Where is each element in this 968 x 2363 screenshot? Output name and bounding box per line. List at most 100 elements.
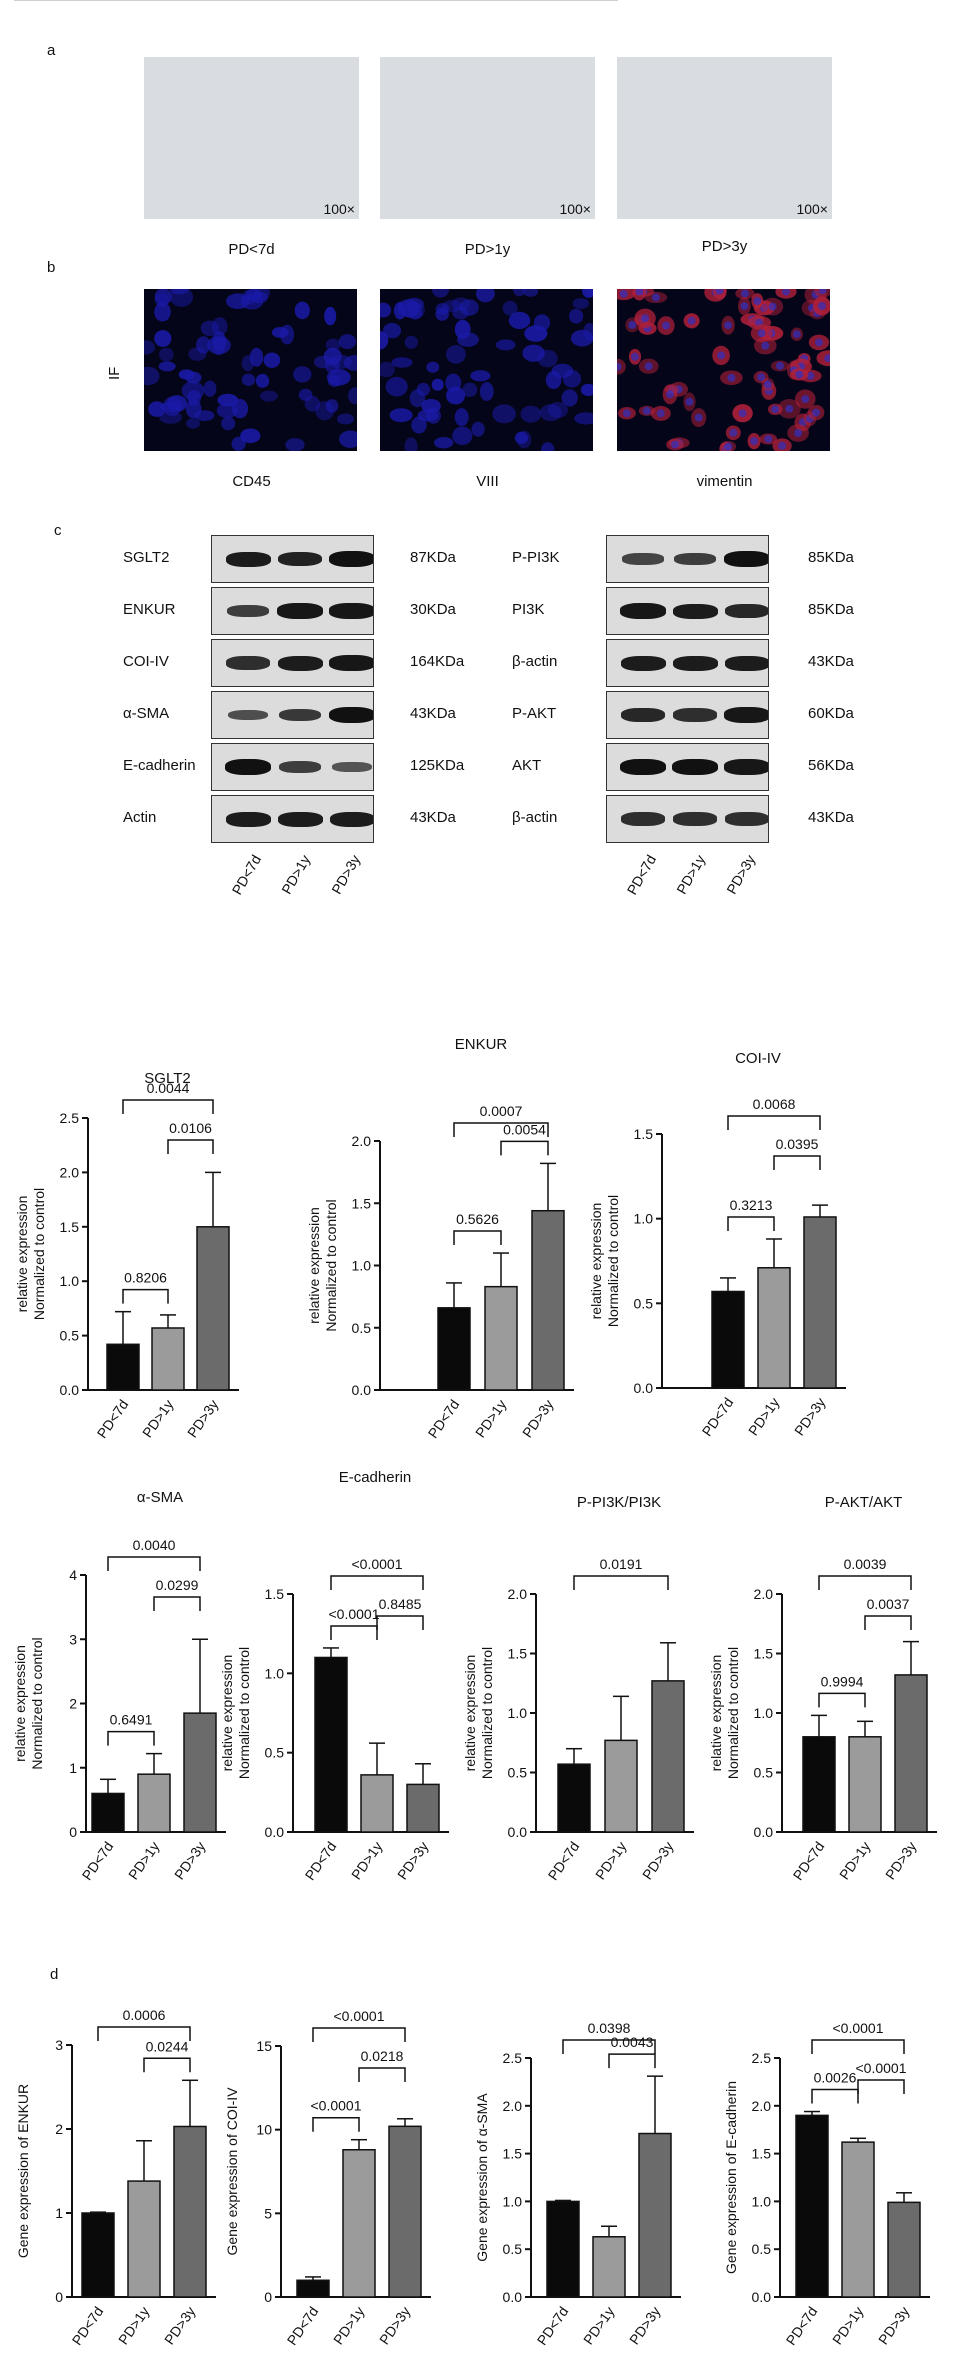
chart-title: E-cadherin (339, 1469, 412, 1486)
cell-nucleus (812, 408, 820, 417)
cell-nucleus (764, 435, 773, 443)
cell-nucleus (513, 289, 526, 297)
category-label: PD>3y (875, 2304, 912, 2348)
y-tick-label: 2.5 (752, 2050, 772, 2066)
micrograph-a-1: 100× (144, 57, 359, 219)
cell-nucleus (207, 336, 231, 355)
cell-nucleus (694, 413, 703, 422)
molecular-weight-label: 85KDa (808, 549, 854, 566)
cell-nucleus (339, 430, 357, 448)
cell-nucleus (389, 408, 413, 423)
blot-band (673, 812, 717, 826)
cell-nucleus (249, 347, 264, 367)
y-axis-label: relative expression (219, 1655, 235, 1772)
bar (183, 1712, 217, 1833)
bar (106, 1343, 140, 1391)
cell-nucleus (144, 340, 155, 355)
chart-title: COI-IV (735, 1050, 781, 1067)
bar (592, 2236, 626, 2298)
cell-nucleus (717, 351, 726, 360)
cell-nucleus (263, 352, 281, 368)
significance-bracket (312, 2027, 406, 2042)
micrograph-a-3: 100× (617, 57, 832, 219)
y-tick-label: 2 (69, 1696, 77, 1712)
bar-chart-5: 0.00.51.01.5PD<7d PD>1y PD>3y<0.00010.8485… (219, 1469, 449, 1883)
molecular-weight-label: 164KDa (410, 653, 465, 670)
cell-nucleus (144, 366, 160, 386)
bar (651, 1680, 685, 1833)
cell-nucleus (794, 429, 803, 437)
bar (314, 1656, 348, 1833)
cell-nucleus (421, 399, 441, 413)
y-axis-label: relative expression (462, 1655, 478, 1772)
bar-chart-8: 0 1 2 3 PD<7d PD>1y PD>3y 0.0244 0.0006 Gene expr… (15, 2007, 216, 2348)
chart-title: P-AKT/AKT (825, 1494, 903, 1511)
cell-nucleus (569, 308, 584, 324)
panel-label-d: d (50, 1966, 59, 1983)
blot-left-2 (211, 587, 374, 635)
significance-bracket (562, 2039, 656, 2054)
blot-band (329, 707, 373, 723)
p-value-label: 0.0043 (611, 2034, 654, 2050)
cell-nucleus (434, 437, 454, 449)
y-axis-label: Normalized to control (323, 1199, 339, 1331)
cell-nucleus (641, 314, 650, 323)
cell-nucleus (196, 336, 211, 354)
protein-label: P-AKT (512, 705, 557, 722)
y-tick-label: 1.0 (265, 1665, 285, 1681)
blot-band (620, 655, 666, 671)
y-tick-label: 0.5 (60, 1328, 80, 1344)
significance-bracket (727, 1115, 821, 1130)
blot-band (277, 811, 323, 827)
p-value-label: <0.0001 (856, 2060, 907, 2076)
blot-right-6 (606, 795, 769, 843)
protein-label: β-actin (512, 809, 558, 826)
bar-chart-7: 0.0 0.5 1.0 1.5 2.0 PD<7d PD>1y PD>3y 0.9994 0.00… (708, 1494, 937, 1883)
blot-band (673, 708, 717, 722)
cell-nucleus (740, 302, 749, 311)
cell-nucleus (763, 380, 772, 389)
cell-nucleus (806, 371, 815, 380)
protein-label: E-cadherin (123, 757, 196, 774)
cell-nucleus (757, 329, 766, 338)
y-tick-label: 0.0 (352, 1382, 372, 1398)
y-tick-label: 0.5 (752, 2241, 772, 2257)
caption-a-3: PD>3y (701, 238, 748, 255)
y-tick-label: 0.0 (503, 2289, 523, 2305)
caption-b-3: vimentin (696, 473, 753, 490)
p-value-label: 0.0244 (146, 2038, 189, 2054)
significance-bracket (97, 2026, 191, 2041)
category-label: PD>3y (376, 2304, 413, 2348)
y-tick-label: 2.0 (752, 2098, 772, 2114)
cell-nucleus (782, 289, 790, 296)
blot-right-2 (606, 587, 769, 635)
blot-left-3 (211, 639, 374, 687)
blot-right-3 (606, 639, 769, 687)
cell-nucleus (241, 355, 254, 372)
significance-bracket (818, 1692, 866, 1708)
cell-nucleus (454, 319, 471, 339)
molecular-weight-label: 56KDa (808, 757, 854, 774)
molecular-weight-label: 85KDa (808, 601, 854, 618)
cell-nucleus (792, 330, 801, 339)
significance-bracket (857, 2079, 905, 2094)
blot-band (672, 655, 718, 671)
y-tick-label: 1.5 (752, 2146, 772, 2162)
cell-nucleus (785, 404, 794, 413)
magnification-label: 100× (323, 201, 355, 217)
cell-nucleus (761, 341, 770, 350)
category-label: PD>3y (171, 1839, 208, 1883)
protein-label: P-PI3K (512, 549, 560, 566)
p-value-label: <0.0001 (833, 2020, 884, 2036)
blot-band (227, 605, 269, 617)
bar-chart-2: 0.0 0.5 1.0 1.5 2.0 PD<7d PD>1y PD>3y 0.5626 0.00… (306, 1036, 574, 1441)
cell-nucleus (551, 363, 574, 378)
y-tick-label: 0.5 (754, 1765, 774, 1781)
cell-nucleus (514, 431, 528, 444)
y-tick-label: 2.0 (352, 1133, 372, 1149)
cell-nucleus (775, 361, 784, 370)
cell-nucleus (523, 289, 539, 297)
y-axis-label: Gene expression of COI-IV (224, 2087, 240, 2256)
p-value-label: 0.6491 (110, 1712, 153, 1728)
y-tick-label: 2.5 (503, 2050, 523, 2066)
